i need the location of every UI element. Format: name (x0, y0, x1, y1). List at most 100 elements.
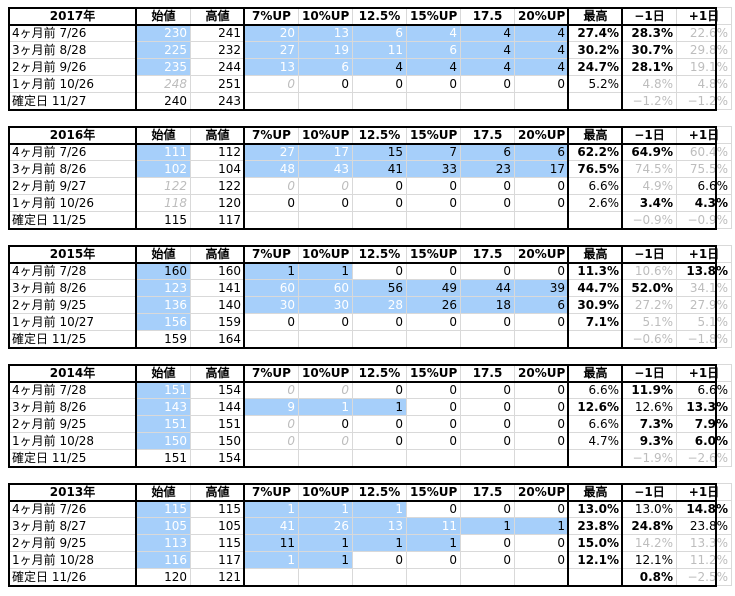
column-header[interactable]: 高値 (190, 126, 245, 144)
year-label[interactable]: 2016年 (8, 126, 137, 144)
table-cell[interactable]: 141 (190, 279, 245, 297)
row-label[interactable]: 確定日 11/26 (8, 568, 137, 586)
table-cell[interactable]: 6.6% (676, 177, 732, 195)
table-cell[interactable]: 122 (136, 177, 191, 195)
row-label[interactable]: 1ヶ月前 10/27 (8, 313, 137, 331)
row-label[interactable]: 確定日 11/25 (8, 330, 137, 348)
table-cell[interactable]: 140 (190, 296, 245, 314)
column-header[interactable]: 12.5% (352, 7, 407, 25)
table-cell[interactable]: 0 (460, 177, 515, 195)
table-cell[interactable]: 2.6% (568, 194, 623, 212)
column-header[interactable]: 12.5% (352, 245, 407, 263)
table-cell[interactable]: 117 (190, 551, 245, 569)
table-cell[interactable]: 0 (406, 415, 461, 433)
column-header[interactable]: 最高 (568, 7, 623, 25)
column-header[interactable]: 始値 (136, 483, 191, 501)
table-cell[interactable]: 49 (406, 279, 461, 297)
table-cell[interactable]: 13.0% (568, 500, 623, 518)
column-header[interactable]: −1日 (622, 7, 677, 25)
table-cell[interactable]: 120 (190, 194, 245, 212)
table-cell[interactable]: 0.8% (622, 568, 677, 586)
table-cell[interactable]: 0 (406, 551, 461, 569)
table-cell[interactable]: 160 (136, 262, 191, 280)
table-cell[interactable]: 1 (298, 500, 353, 518)
column-header[interactable]: 始値 (136, 245, 191, 263)
row-label[interactable]: 2ヶ月前 9/27 (8, 177, 137, 195)
table-cell[interactable]: 0 (406, 313, 461, 331)
table-cell[interactable]: 12.6% (568, 398, 623, 416)
row-label[interactable]: 3ヶ月前 8/26 (8, 279, 137, 297)
table-cell[interactable]: −0.6% (622, 330, 677, 348)
table-cell[interactable]: 5.1% (676, 313, 732, 331)
table-cell[interactable]: 1 (298, 551, 353, 569)
table-cell[interactable]: 0 (514, 415, 569, 433)
table-cell[interactable]: 6 (352, 24, 407, 42)
table-cell[interactable]: 6 (406, 41, 461, 59)
table-cell[interactable]: 0 (406, 75, 461, 93)
column-header[interactable]: 17.5 (460, 364, 515, 382)
table-cell[interactable] (568, 92, 623, 110)
table-cell[interactable] (352, 568, 407, 586)
column-header[interactable]: 7%UP (244, 7, 299, 25)
table-cell[interactable]: 136 (136, 296, 191, 314)
row-label[interactable]: 1ヶ月前 10/26 (8, 194, 137, 212)
table-cell[interactable]: 235 (136, 58, 191, 76)
table-cell[interactable]: 150 (136, 432, 191, 450)
table-cell[interactable]: 6 (514, 296, 569, 314)
table-cell[interactable]: 159 (190, 313, 245, 331)
table-cell[interactable]: 27 (244, 143, 299, 161)
table-cell[interactable]: 4.8% (622, 75, 677, 93)
table-cell[interactable]: 0 (514, 313, 569, 331)
table-cell[interactable]: 4 (460, 41, 515, 59)
table-cell[interactable]: 113 (136, 534, 191, 552)
table-cell[interactable]: 154 (190, 381, 245, 399)
table-cell[interactable] (514, 449, 569, 467)
table-cell[interactable]: −1.2% (676, 92, 732, 110)
column-header[interactable]: −1日 (622, 483, 677, 501)
column-header[interactable]: 17.5 (460, 483, 515, 501)
table-cell[interactable]: 230 (136, 24, 191, 42)
table-cell[interactable]: 11 (406, 517, 461, 535)
table-cell[interactable]: 9 (244, 398, 299, 416)
table-cell[interactable]: −2.6% (676, 449, 732, 467)
table-cell[interactable]: 0 (514, 551, 569, 569)
row-label[interactable]: 3ヶ月前 8/28 (8, 41, 137, 59)
table-cell[interactable]: 159 (136, 330, 191, 348)
table-cell[interactable] (352, 92, 407, 110)
table-cell[interactable]: 26 (298, 517, 353, 535)
table-cell[interactable]: 6.0% (676, 432, 732, 450)
table-cell[interactable]: 160 (190, 262, 245, 280)
table-cell[interactable]: 243 (190, 92, 245, 110)
table-cell[interactable]: 0 (514, 381, 569, 399)
table-cell[interactable]: 13.3% (676, 534, 732, 552)
column-header[interactable]: +1日 (676, 7, 732, 25)
table-cell[interactable]: 23.8% (568, 517, 623, 535)
table-cell[interactable]: 251 (190, 75, 245, 93)
table-cell[interactable] (298, 92, 353, 110)
table-cell[interactable]: 1 (298, 398, 353, 416)
table-cell[interactable]: 0 (406, 262, 461, 280)
table-cell[interactable]: 0 (460, 75, 515, 93)
table-cell[interactable]: −1.2% (622, 92, 677, 110)
column-header[interactable]: 始値 (136, 126, 191, 144)
table-cell[interactable]: 151 (136, 381, 191, 399)
table-cell[interactable]: 6 (514, 143, 569, 161)
table-cell[interactable]: 0 (460, 415, 515, 433)
table-cell[interactable]: 75.5% (676, 160, 732, 178)
table-cell[interactable]: 105 (190, 517, 245, 535)
table-cell[interactable]: 11.3% (568, 262, 623, 280)
row-label[interactable]: 4ヶ月前 7/26 (8, 143, 137, 161)
table-cell[interactable]: 0 (352, 313, 407, 331)
table-cell[interactable]: 151 (136, 449, 191, 467)
table-cell[interactable]: 28.3% (622, 24, 677, 42)
table-cell[interactable]: 0 (298, 194, 353, 212)
table-cell[interactable]: 56 (352, 279, 407, 297)
table-cell[interactable]: 0 (352, 415, 407, 433)
column-header[interactable]: 最高 (568, 364, 623, 382)
column-header[interactable]: 15%UP (406, 245, 461, 263)
column-header[interactable]: +1日 (676, 364, 732, 382)
column-header[interactable]: 最高 (568, 245, 623, 263)
table-cell[interactable]: 64.9% (622, 143, 677, 161)
table-cell[interactable]: 13.3% (676, 398, 732, 416)
table-cell[interactable]: 0 (460, 432, 515, 450)
